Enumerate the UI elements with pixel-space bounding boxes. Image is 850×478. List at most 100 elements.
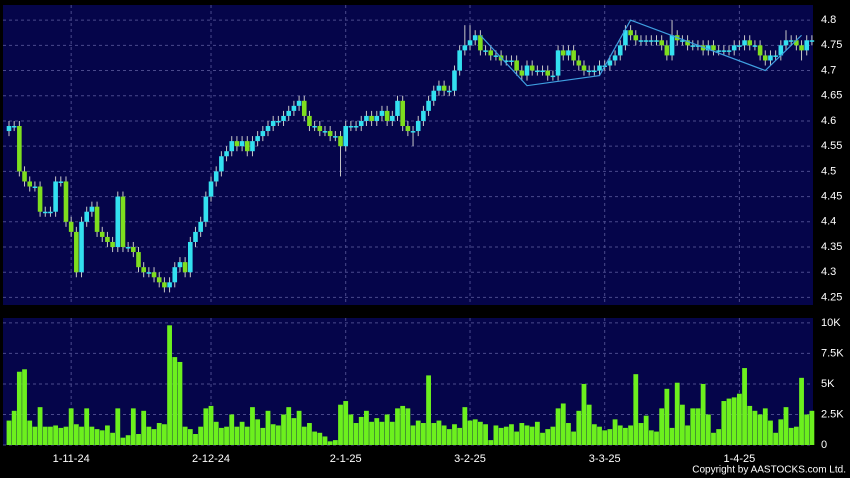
y-tick-label: 4.3 [821, 266, 836, 278]
volume-bar [239, 421, 245, 445]
copyright: Copyright by AASTOCKS.com Ltd. [692, 465, 846, 476]
volume-bar [172, 357, 178, 445]
candle-body [219, 156, 224, 172]
volume-bar [669, 427, 675, 445]
candle-body [53, 181, 58, 212]
candle-body [426, 100, 431, 111]
candle-body [405, 126, 411, 132]
candle-body [794, 40, 799, 46]
candle-body [695, 45, 701, 47]
candle-body [514, 60, 519, 71]
volume-bar [110, 432, 115, 445]
volume-bar [690, 408, 696, 445]
candle-body [643, 40, 649, 42]
candle-body [586, 70, 592, 73]
volume-bar [146, 426, 152, 445]
candle-body [597, 65, 602, 71]
candle-body [37, 186, 43, 212]
candle-body [581, 65, 587, 71]
volume-bar [374, 418, 380, 445]
candle-body [757, 45, 763, 56]
volume-bar [353, 423, 359, 445]
candle-body [390, 115, 395, 121]
candle-body [74, 231, 79, 273]
y-tick-label: 4.7 [821, 64, 836, 76]
volume-bar [809, 410, 815, 445]
candle-body [188, 241, 193, 273]
volume-bar [151, 429, 157, 445]
candle-body [11, 126, 17, 128]
volume-bar [94, 429, 100, 445]
volume-bar [457, 427, 463, 445]
volume-bar [695, 408, 701, 445]
candle-body [592, 70, 597, 73]
volume-bar [560, 403, 566, 445]
candle-body [32, 186, 38, 189]
volume-bar [6, 420, 12, 445]
candle-body [545, 70, 551, 76]
volume-bar [255, 419, 261, 445]
volume-bar [550, 426, 556, 445]
volume-bar [441, 425, 447, 445]
volume-bar [519, 423, 525, 445]
trend-line [479, 19, 802, 87]
x-tick-label: 3-2-25 [454, 453, 486, 465]
candle-body [706, 45, 711, 51]
volume-bar [63, 426, 69, 445]
volume-bar [602, 430, 608, 445]
volume-bar [369, 421, 374, 445]
x-tick-label: 2-1-25 [330, 453, 362, 465]
candle-body [27, 181, 33, 187]
volume-bar [643, 415, 649, 445]
volume-bar [799, 377, 804, 445]
candle-body [343, 126, 348, 147]
x-tick-label: 1-11-24 [53, 453, 90, 465]
candle-body [680, 40, 685, 42]
volume-bar [768, 420, 773, 445]
candle-body [105, 236, 110, 242]
volume-bar [524, 425, 530, 445]
candle-body [503, 60, 509, 62]
volume-bar [27, 420, 33, 445]
candle-body [555, 50, 561, 76]
volume-bar [493, 425, 499, 445]
volume-bar [726, 398, 732, 445]
volume-bar [591, 424, 597, 445]
volume-bar [11, 410, 17, 445]
candle-body [478, 35, 483, 51]
y-tick-label: 4.8 [821, 14, 836, 26]
volume-bar [540, 432, 545, 445]
volume-bar [53, 425, 59, 445]
candle-body [716, 50, 721, 52]
volume-bar [545, 429, 551, 445]
candle-body [400, 100, 405, 127]
candle-body [669, 35, 675, 56]
volume-bar [716, 429, 722, 445]
volume-bar [804, 414, 810, 445]
volume-bar [514, 431, 520, 445]
volume-bar [193, 434, 198, 445]
candle-body [291, 105, 297, 111]
candle-body [48, 211, 53, 214]
candle-body [768, 55, 773, 61]
candle-body [447, 90, 452, 93]
candle-body [89, 206, 95, 212]
candle-body [68, 221, 74, 232]
volume-bar [462, 407, 468, 445]
volume-bar [576, 410, 582, 445]
candle-body [270, 120, 276, 127]
candle-body [213, 171, 219, 182]
candle-body [731, 45, 737, 51]
volume-bar [296, 410, 302, 445]
volume-bar [167, 325, 172, 445]
volume-bar [250, 407, 255, 445]
candle-body [457, 50, 462, 71]
candle-body [244, 141, 250, 152]
volume-bar [389, 421, 395, 445]
price-panel [3, 5, 813, 305]
volume-bar [84, 408, 90, 445]
candle-body [612, 55, 618, 61]
volume-bar [747, 405, 753, 445]
candle-body [151, 272, 157, 278]
volume-bar [156, 423, 162, 445]
